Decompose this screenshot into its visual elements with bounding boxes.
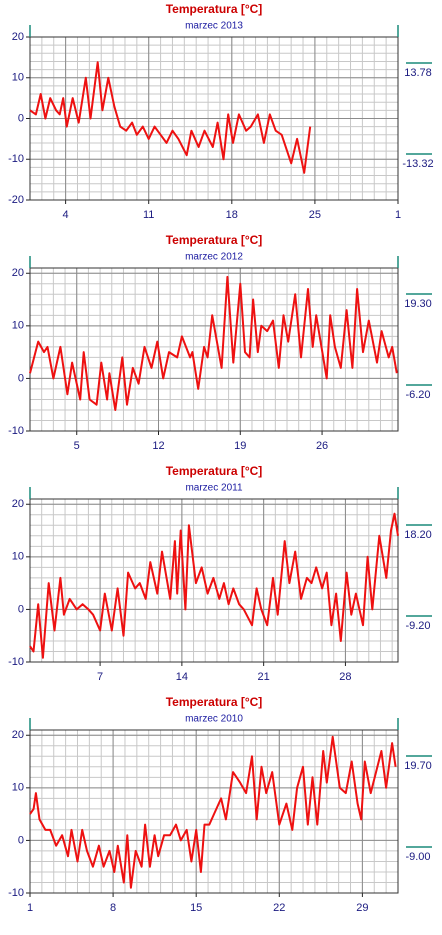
x-tick-label: 14	[176, 671, 188, 683]
temperature-line	[29, 735, 397, 889]
x-tick-label: 1	[395, 209, 401, 221]
max-label: 19.30	[404, 298, 432, 310]
y-tick-label: 10	[12, 782, 24, 794]
y-tick-label: -10	[8, 153, 24, 165]
y-tick-label: 10	[12, 320, 24, 332]
y-tick-label: 20	[12, 729, 24, 741]
chart-subtitle: marzec 2012	[185, 252, 243, 263]
x-tick-label: 26	[316, 440, 328, 452]
chart-subtitle: marzec 2011	[185, 483, 243, 494]
y-tick-label: 0	[18, 603, 24, 615]
plot-frame	[29, 36, 399, 201]
x-tick-label: 1	[27, 902, 33, 914]
x-tick-label: 11	[143, 209, 154, 221]
x-tick-label: 21	[258, 671, 270, 683]
chart-panel: Temperatura [°C] marzec 2012 -10 0 10 20 5 12 19…	[8, 233, 432, 452]
x-tick-label: 5	[74, 440, 80, 452]
chart-subtitle: marzec 2013	[185, 21, 243, 32]
x-tick-label: 8	[110, 902, 116, 914]
chart-title: Temperatura [°C]	[166, 695, 263, 709]
y-tick-label: 0	[18, 372, 24, 384]
x-tick-label: 19	[234, 440, 246, 452]
chart-panel: Temperatura [°C] marzec 2010 -10 0 10 20 1 8 15 2…	[8, 695, 432, 914]
chart-title: Temperatura [°C]	[166, 233, 263, 247]
min-label: -9.00	[405, 851, 430, 863]
x-tick-label: 28	[339, 671, 351, 683]
chart-panel: Temperatura [°C] marzec 2013 -20 -10 0 10 20 4 1…	[8, 2, 434, 221]
chart-panel: Temperatura [°C] marzec 2011 -10 0 10 20 7 14 21…	[8, 464, 432, 683]
max-label: 13.78	[404, 67, 432, 79]
x-tick-label: 15	[190, 902, 202, 914]
plot-frame	[29, 729, 399, 894]
chart-title: Temperatura [°C]	[166, 2, 263, 16]
y-tick-label: 0	[18, 112, 24, 124]
x-tick-label: 7	[97, 671, 103, 683]
y-tick-label: 10	[12, 551, 24, 563]
y-tick-label: -10	[8, 425, 24, 437]
x-tick-label: 12	[152, 440, 164, 452]
plot-area	[30, 730, 398, 893]
plot-frame	[29, 267, 399, 432]
chart-title: Temperatura [°C]	[166, 464, 263, 478]
x-tick-label: 25	[309, 209, 321, 221]
y-tick-label: 20	[12, 31, 24, 43]
y-tick-label: -10	[8, 887, 24, 899]
min-label: -9.20	[405, 620, 430, 632]
chart-subtitle: marzec 2010	[185, 714, 243, 725]
y-tick-label: 20	[12, 267, 24, 279]
y-tick-label: 10	[12, 72, 24, 84]
y-tick-label: -10	[8, 656, 24, 668]
plot-frame	[29, 498, 399, 663]
y-tick-label: 0	[18, 834, 24, 846]
temperature-line	[29, 61, 312, 174]
temperature-line	[29, 512, 399, 659]
min-label: -13.32	[402, 158, 433, 170]
y-tick-label: 20	[12, 498, 24, 510]
x-tick-label: 29	[356, 902, 368, 914]
y-tick-label: -20	[8, 194, 24, 206]
x-tick-label: 18	[226, 209, 238, 221]
x-tick-label: 22	[273, 902, 285, 914]
x-tick-label: 4	[63, 209, 69, 221]
temperature-line	[29, 275, 398, 411]
max-label: 19.70	[404, 760, 432, 772]
max-label: 18.20	[404, 529, 432, 541]
min-label: -6.20	[405, 389, 430, 401]
